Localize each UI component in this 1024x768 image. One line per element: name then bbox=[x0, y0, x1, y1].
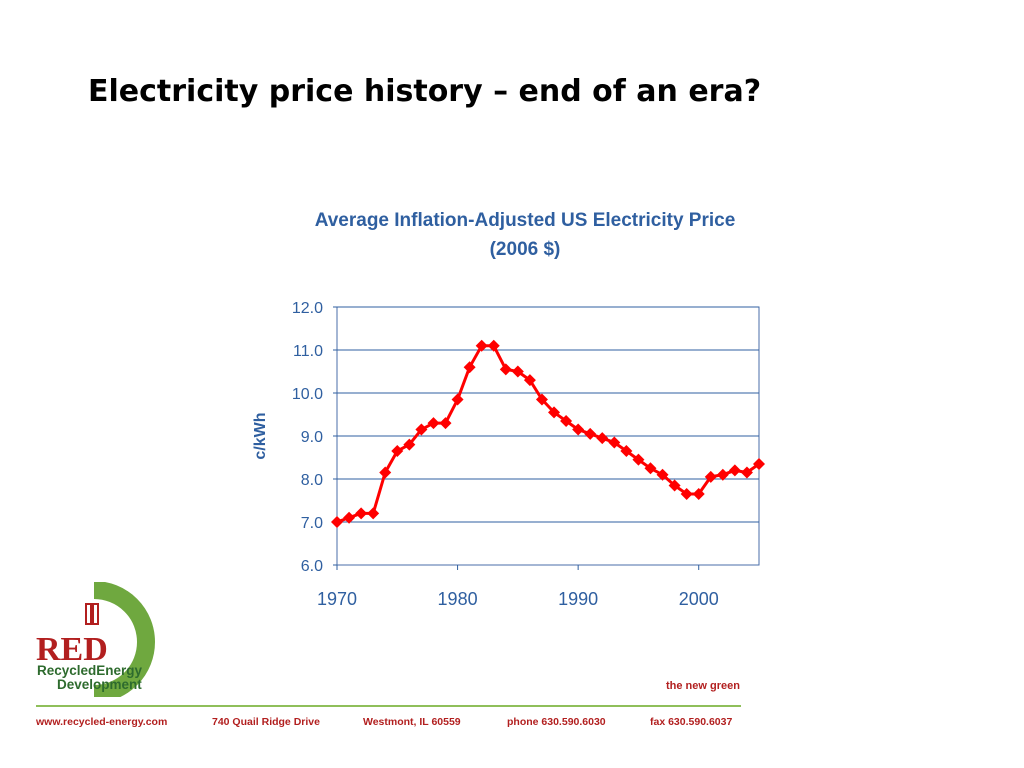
footer-divider bbox=[36, 705, 741, 707]
red-logo-icon: RED bbox=[36, 582, 155, 697]
chart-title-line1: Average Inflation-Adjusted US Electricit… bbox=[314, 210, 736, 231]
y-tick-label: 10.0 bbox=[292, 386, 323, 403]
data-point bbox=[692, 488, 705, 501]
data-point bbox=[523, 374, 536, 387]
footer-address: 740 Quail Ridge Drive bbox=[212, 716, 320, 728]
data-point bbox=[656, 468, 669, 481]
y-tick-label: 7.0 bbox=[301, 515, 323, 532]
data-point bbox=[704, 470, 717, 483]
logo-line2: Development bbox=[57, 677, 142, 692]
data-point bbox=[427, 417, 440, 430]
y-tick-label: 6.0 bbox=[301, 558, 323, 575]
data-point bbox=[620, 445, 633, 458]
y-tick-label: 11.0 bbox=[293, 343, 323, 360]
data-point bbox=[331, 516, 343, 528]
data-point bbox=[355, 507, 368, 520]
x-tick-label: 1990 bbox=[558, 589, 598, 609]
data-point bbox=[608, 436, 621, 449]
data-point bbox=[403, 438, 416, 451]
y-tick-label: 12.0 bbox=[292, 300, 323, 317]
logo-text: RecycledEnergy Development bbox=[37, 664, 142, 692]
data-point bbox=[439, 417, 452, 430]
footer-website[interactable]: www.recycled-energy.com bbox=[36, 716, 168, 728]
x-tick-label: 1970 bbox=[317, 589, 357, 609]
data-point bbox=[343, 511, 356, 524]
footer-city: Westmont, IL 60559 bbox=[363, 716, 461, 728]
data-point bbox=[584, 427, 597, 440]
data-point bbox=[475, 339, 488, 352]
y-tick-label: 8.0 bbox=[301, 472, 323, 489]
chart-title-line2: (2006 $) bbox=[489, 239, 561, 260]
data-point bbox=[499, 363, 512, 376]
svg-text:RED: RED bbox=[36, 631, 108, 668]
footer-fax: fax 630.590.6037 bbox=[650, 716, 733, 728]
tagline: the new green bbox=[666, 680, 740, 692]
x-tick-label: 2000 bbox=[679, 589, 719, 609]
data-point bbox=[367, 507, 380, 520]
data-point bbox=[535, 393, 548, 406]
x-tick-label: 1980 bbox=[438, 589, 478, 609]
slide-title: Electricity price history – end of an er… bbox=[88, 74, 762, 109]
data-point bbox=[415, 423, 428, 436]
data-point bbox=[391, 445, 404, 458]
data-point bbox=[511, 365, 524, 378]
data-point bbox=[451, 393, 464, 406]
logo-line1: RecycledEnergy bbox=[37, 663, 143, 678]
data-point bbox=[740, 466, 753, 479]
data-point bbox=[487, 339, 500, 352]
data-point bbox=[379, 466, 392, 479]
y-axis-label: c/kWh bbox=[252, 412, 269, 459]
data-point bbox=[463, 361, 476, 374]
data-point bbox=[548, 406, 561, 419]
data-point bbox=[572, 423, 585, 436]
data-point bbox=[596, 432, 609, 445]
data-point bbox=[560, 414, 573, 427]
data-point bbox=[728, 464, 741, 477]
data-point bbox=[668, 479, 681, 492]
data-point bbox=[716, 468, 729, 481]
data-point bbox=[644, 462, 657, 475]
data-point bbox=[753, 457, 765, 470]
data-point bbox=[632, 453, 645, 466]
data-point bbox=[680, 488, 693, 501]
footer-phone: phone 630.590.6030 bbox=[507, 716, 606, 728]
y-tick-label: 9.0 bbox=[301, 429, 323, 446]
chart-title: Average Inflation-Adjusted US Electricit… bbox=[255, 206, 795, 264]
